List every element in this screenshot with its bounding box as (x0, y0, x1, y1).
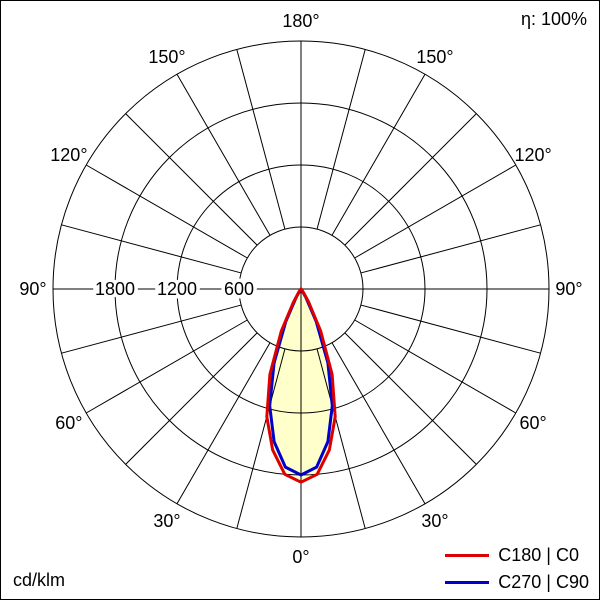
angle-label: 120° (514, 145, 551, 165)
angle-label: 60° (519, 413, 546, 433)
grid-spoke (236, 49, 286, 230)
grid-spoke (331, 73, 426, 236)
grid-spoke (61, 224, 242, 274)
angle-label: 0° (292, 547, 309, 567)
unit-label: cd/klm (13, 570, 66, 590)
ring-label: 1200 (157, 279, 197, 299)
angle-label: 60° (55, 413, 82, 433)
angle-label: 30° (421, 511, 448, 531)
legend-label: C270 | C90 (498, 572, 589, 592)
grid-spoke (125, 332, 258, 465)
legend-swatch (445, 554, 490, 557)
grid-spoke (360, 224, 541, 274)
angle-label: 150° (416, 47, 453, 67)
grid-spoke (125, 113, 258, 246)
grid-spoke (331, 342, 426, 505)
grid-spoke (85, 319, 248, 414)
grid-spoke (176, 73, 271, 236)
legend-swatch (445, 581, 490, 584)
ring-label: 600 (224, 279, 254, 299)
angle-label: 180° (282, 11, 319, 31)
angle-label: 150° (148, 47, 185, 67)
eta-label: η: 100% (520, 9, 587, 29)
angle-label: 30° (153, 511, 180, 531)
grid-spoke (61, 304, 242, 354)
legend: C180 | C0 C270 | C90 (445, 545, 589, 593)
angle-label: 90° (19, 279, 46, 299)
legend-label: C180 | C0 (498, 545, 579, 565)
grid-spoke (85, 164, 248, 259)
grid-spoke (316, 348, 366, 529)
angle-label: 90° (555, 279, 582, 299)
grid-spoke (344, 332, 477, 465)
grid-spoke (360, 304, 541, 354)
grid-spoke (316, 49, 366, 230)
legend-row: C270 | C90 (445, 572, 589, 593)
grid-spoke (354, 319, 517, 414)
polar-grid (52, 40, 550, 538)
grid-spoke (354, 164, 517, 259)
legend-row: C180 | C0 (445, 545, 589, 566)
angle-label: 120° (50, 145, 87, 165)
chart-label-layer: 600 1200 1800 0° 30° 30° 60° 60° 90° 90° 120° 120° 1… (19, 11, 582, 567)
grid-spoke (344, 113, 477, 246)
ring-label: 1800 (95, 279, 135, 299)
grid-spoke (236, 348, 286, 529)
grid-spoke (176, 342, 271, 505)
curve-layer (265, 287, 337, 484)
curve-c180-c0 (265, 287, 337, 484)
